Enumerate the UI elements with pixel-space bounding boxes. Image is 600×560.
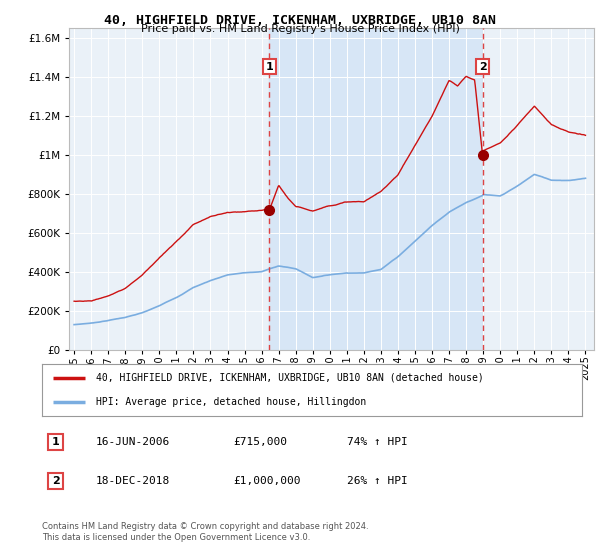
Text: £715,000: £715,000 <box>234 437 288 447</box>
Text: 40, HIGHFIELD DRIVE, ICKENHAM, UXBRIDGE, UB10 8AN (detached house): 40, HIGHFIELD DRIVE, ICKENHAM, UXBRIDGE,… <box>96 373 484 383</box>
Text: 74% ↑ HPI: 74% ↑ HPI <box>347 437 408 447</box>
Text: 40, HIGHFIELD DRIVE, ICKENHAM, UXBRIDGE, UB10 8AN: 40, HIGHFIELD DRIVE, ICKENHAM, UXBRIDGE,… <box>104 14 496 27</box>
Text: Contains HM Land Registry data © Crown copyright and database right 2024.: Contains HM Land Registry data © Crown c… <box>42 522 368 531</box>
Text: HPI: Average price, detached house, Hillingdon: HPI: Average price, detached house, Hill… <box>96 396 366 407</box>
Text: 18-DEC-2018: 18-DEC-2018 <box>96 476 170 486</box>
Text: £1,000,000: £1,000,000 <box>234 476 301 486</box>
Text: 1: 1 <box>266 62 274 72</box>
Text: 16-JUN-2006: 16-JUN-2006 <box>96 437 170 447</box>
Text: This data is licensed under the Open Government Licence v3.0.: This data is licensed under the Open Gov… <box>42 533 310 542</box>
Text: 2: 2 <box>52 476 59 486</box>
Bar <box>269 28 482 350</box>
Text: 2: 2 <box>479 62 487 72</box>
Text: 1: 1 <box>52 437 59 447</box>
Bar <box>269 28 482 350</box>
Text: Price paid vs. HM Land Registry's House Price Index (HPI): Price paid vs. HM Land Registry's House … <box>140 24 460 34</box>
Text: 26% ↑ HPI: 26% ↑ HPI <box>347 476 408 486</box>
